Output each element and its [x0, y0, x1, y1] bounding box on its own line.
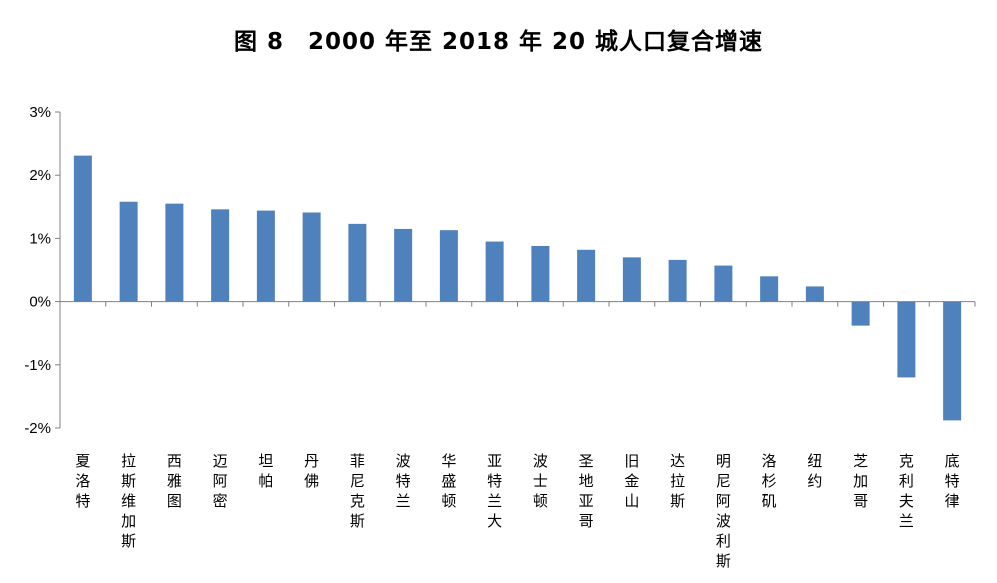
bar	[943, 301, 962, 421]
bar	[805, 286, 824, 302]
x-category-label: 达拉斯	[670, 452, 685, 510]
x-category-label: 拉斯维加斯	[121, 452, 136, 550]
x-category-label: 丹佛	[304, 452, 319, 490]
bar	[714, 265, 733, 302]
bar	[531, 245, 550, 302]
bar	[622, 257, 641, 302]
bars	[73, 155, 962, 421]
x-category-label: 克利夫兰	[899, 452, 914, 530]
x-category-label: 亚特兰大	[487, 452, 502, 530]
x-category-label: 夏洛特	[75, 452, 90, 510]
y-axis: 3% 2% 1% 0% -1% -2%	[24, 104, 61, 437]
x-category-label: 迈阿密	[213, 452, 228, 510]
bar	[302, 212, 321, 302]
y-tick-label: 3%	[29, 104, 51, 121]
chart-title: 图 8 2000 年至 2018 年 20 城人口复合增速	[233, 29, 764, 55]
x-axis	[59, 301, 976, 307]
bar	[897, 301, 916, 378]
bar	[485, 241, 504, 302]
x-category-label: 波士顿	[533, 452, 548, 510]
x-category-label: 芝加哥	[853, 452, 868, 510]
x-category-label: 华盛顿	[441, 452, 456, 510]
bar	[577, 249, 596, 302]
x-category-label: 西雅图	[167, 452, 182, 510]
bar	[348, 223, 367, 302]
y-tick-label: -2%	[24, 420, 51, 437]
bar	[851, 301, 870, 326]
x-category-label: 波特兰	[396, 452, 411, 510]
y-tick-label: 2%	[29, 167, 51, 184]
bar	[394, 228, 413, 302]
bar	[211, 209, 230, 302]
bar	[760, 276, 779, 302]
bar	[668, 259, 687, 302]
bar	[119, 201, 138, 302]
bar	[73, 155, 92, 302]
x-category-label: 明尼阿波利斯	[716, 452, 731, 570]
y-tick-label: 1%	[29, 230, 51, 247]
y-tick-label: -1%	[24, 357, 51, 374]
x-category-label: 坦帕	[258, 452, 273, 490]
bar	[439, 230, 458, 302]
y-tick-label: 0%	[29, 294, 51, 311]
bar	[256, 210, 275, 302]
x-category-label: 纽约	[807, 452, 822, 490]
x-category-label: 菲尼克斯	[350, 452, 365, 530]
x-category-label: 旧金山	[624, 452, 639, 510]
x-category-label: 圣地亚哥	[579, 452, 594, 530]
x-category-label: 洛杉矶	[762, 452, 777, 510]
bar	[165, 203, 184, 302]
x-category-label: 底特律	[945, 452, 960, 510]
